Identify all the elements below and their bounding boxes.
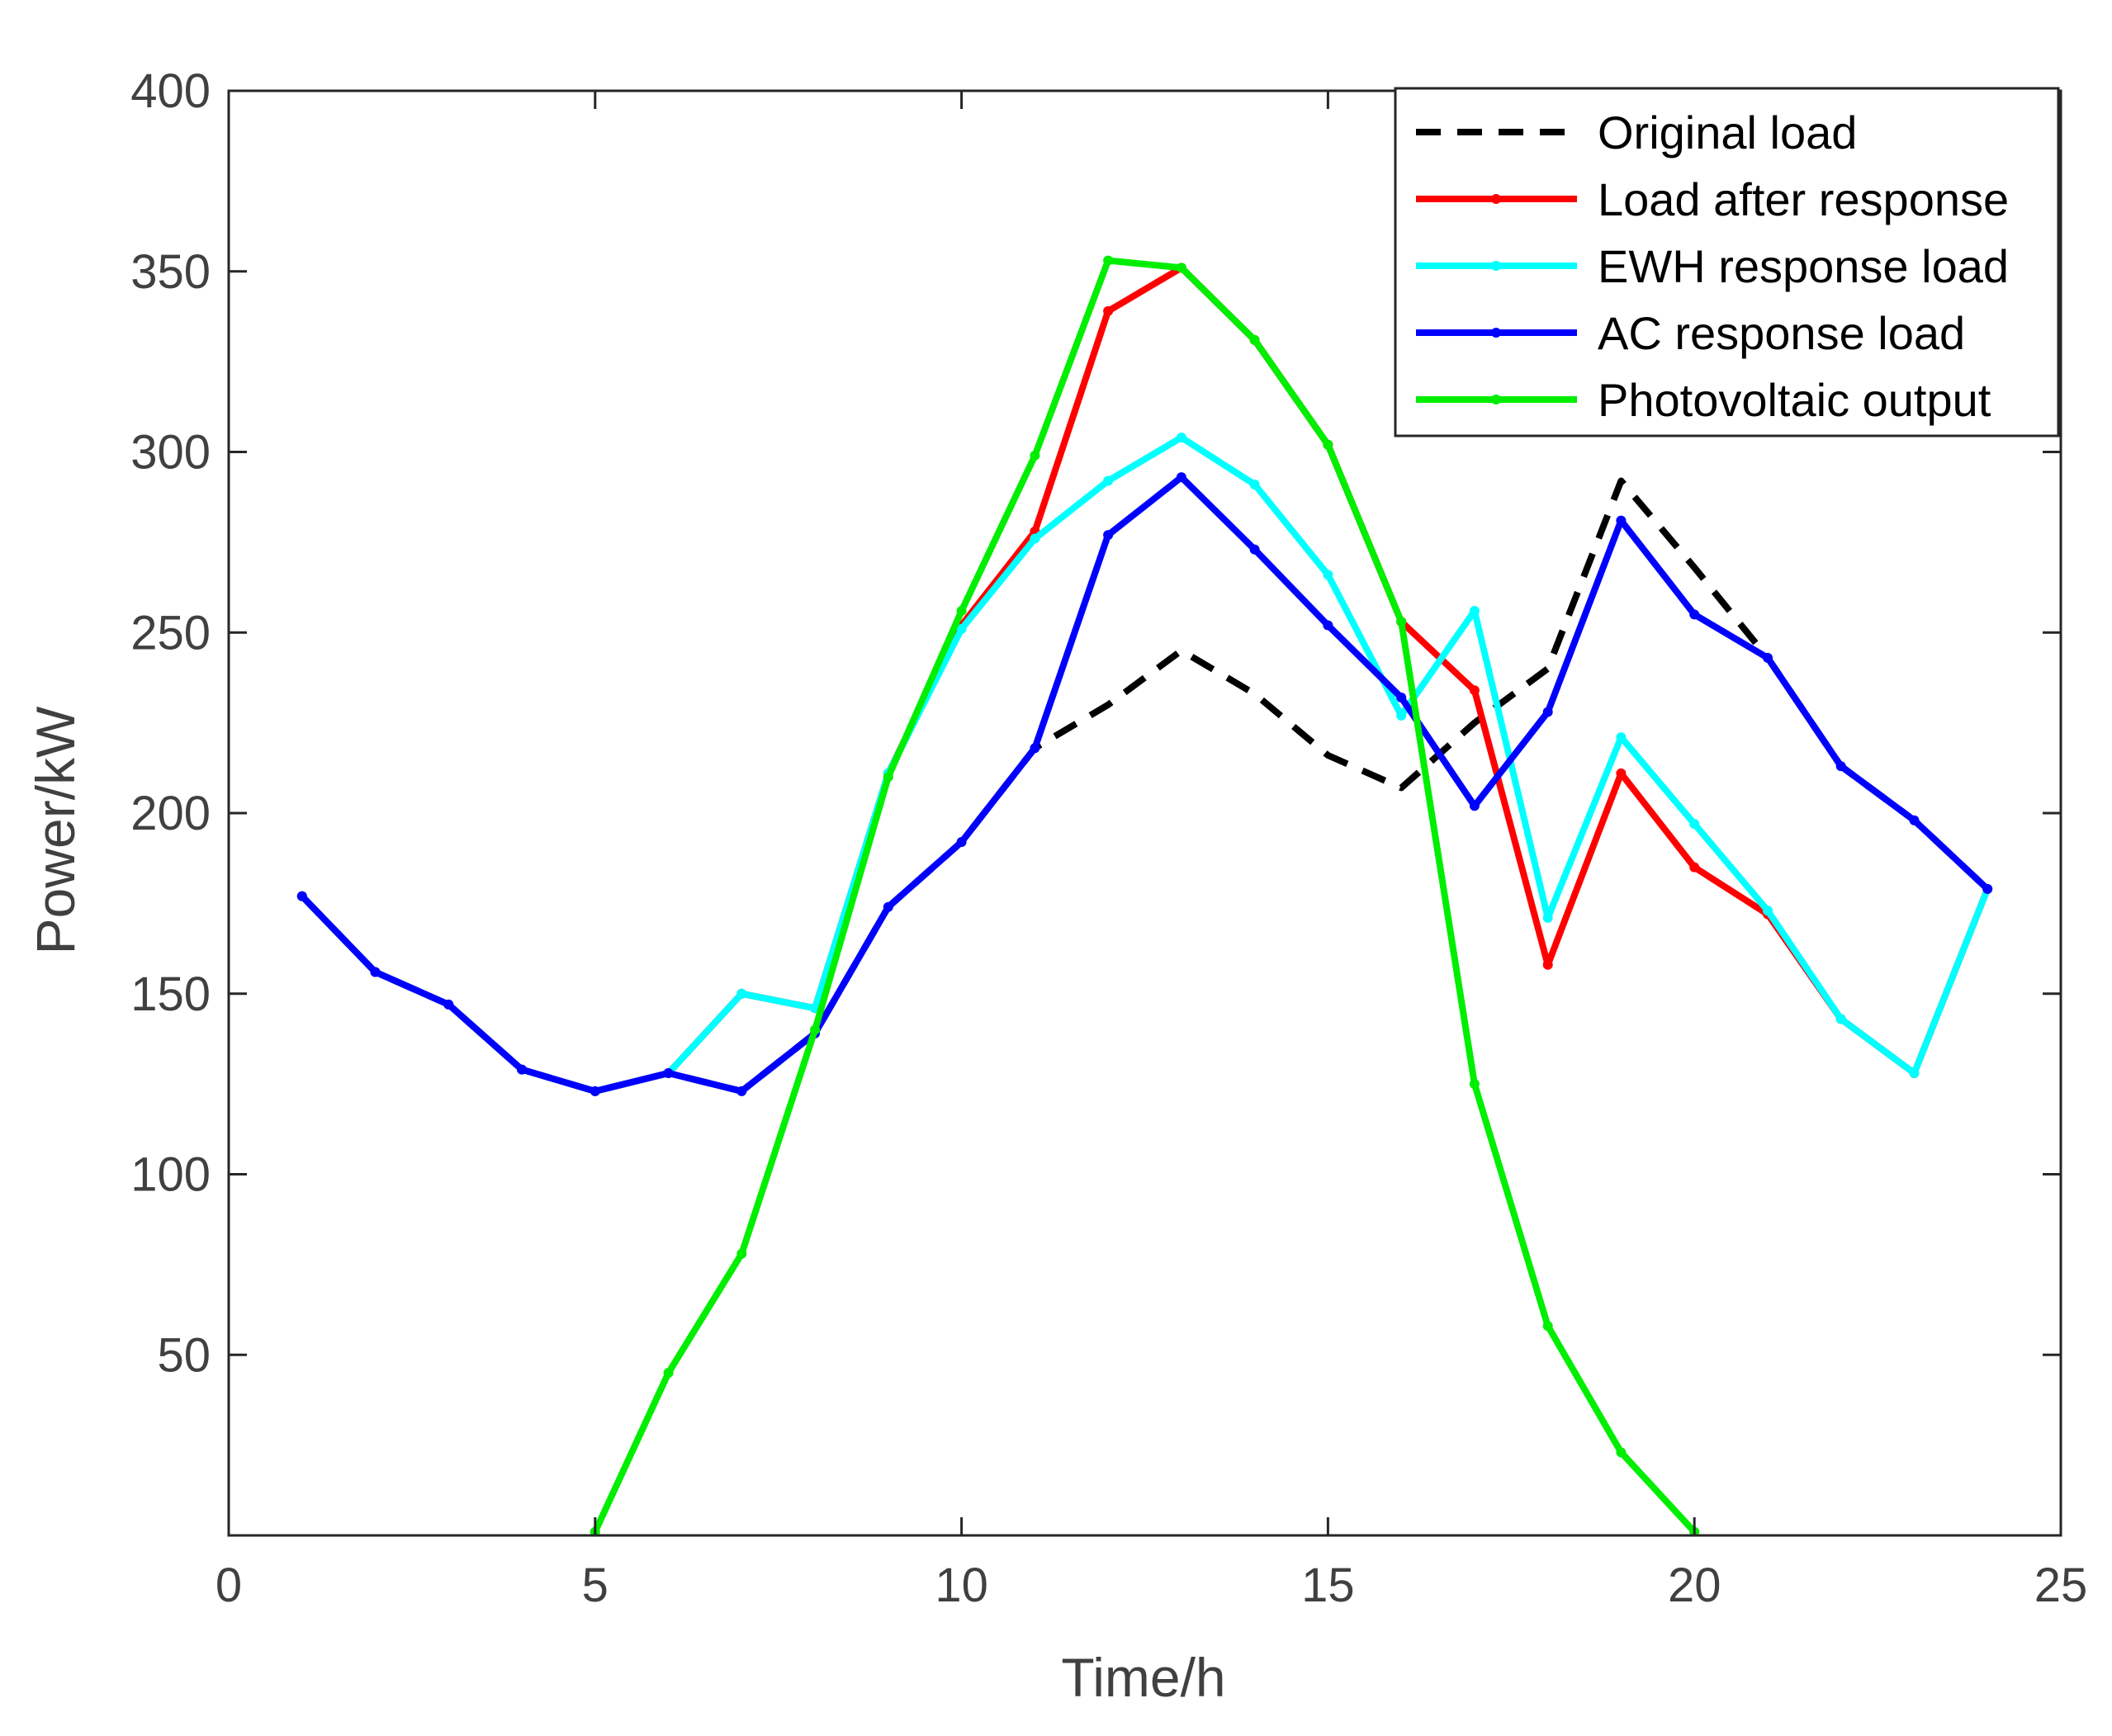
series-point-3-22	[1909, 815, 1920, 825]
series-point-4-13	[1542, 1321, 1553, 1332]
series-point-3-14	[1323, 620, 1333, 631]
series-point-3-11	[1103, 530, 1114, 541]
y-tick-label-7: 400	[130, 64, 211, 118]
axes-layer: 0 5 10 15 20 25 50 100 150 200 250 300 350 400	[130, 64, 2087, 1612]
x-tick-label-3: 15	[1301, 1559, 1355, 1612]
series-point-4-2	[736, 1248, 747, 1259]
series-point-3-19	[1689, 609, 1700, 620]
legend-label-3: AC response load	[1598, 307, 1965, 359]
series-point-3-15	[1396, 693, 1407, 702]
series-point-3-20	[1763, 652, 1773, 663]
series-point-4-7	[1103, 255, 1114, 266]
series-point-4-10	[1323, 439, 1333, 450]
legend-marker-3	[1491, 328, 1501, 338]
series-point-1-19	[1689, 862, 1700, 873]
series-layer	[296, 255, 1993, 1537]
y-tick-label-2: 150	[130, 967, 211, 1021]
series-point-4-5	[956, 606, 967, 616]
series-point-4-6	[1030, 450, 1040, 461]
y-tick-label-1: 100	[130, 1148, 211, 1202]
legend-label-0: Original load	[1598, 106, 1857, 158]
series-point-1-18	[1616, 768, 1627, 778]
legend-marker-1	[1491, 194, 1501, 204]
series-point-3-5	[663, 1068, 674, 1078]
legend-box	[1394, 87, 2060, 438]
series-point-2-15	[1396, 710, 1407, 721]
legend-label-1: Load after response	[1598, 173, 2009, 225]
series-point-3-12	[1176, 472, 1186, 483]
series-point-4-3	[810, 1024, 821, 1035]
series-3	[296, 472, 1993, 1096]
x-axis-title: Time/h	[1061, 1647, 1225, 1708]
series-point-3-4	[590, 1086, 600, 1096]
legend-label-2: EWH response load	[1598, 240, 2009, 292]
series-point-2-12	[1176, 433, 1186, 442]
series-point-4-1	[663, 1368, 674, 1379]
series-point-2-11	[1103, 475, 1114, 486]
x-tick-label-5: 25	[2034, 1559, 2088, 1612]
x-tick-label-0: 0	[215, 1559, 242, 1612]
x-tick-label-1: 5	[582, 1559, 609, 1612]
series-point-3-23	[1982, 883, 1993, 894]
legend-marker-4	[1491, 395, 1501, 404]
legend: Original load Load after response EWH resp…	[1394, 87, 2060, 438]
y-tick-label-0: 50	[157, 1328, 211, 1382]
y-axis-title: Power/kW	[25, 706, 86, 954]
series-point-3-13	[1249, 544, 1260, 555]
series-point-3-6	[736, 1086, 747, 1096]
series-point-2-6	[736, 988, 747, 999]
series-point-2-16	[1469, 606, 1480, 616]
series-point-4-14	[1616, 1447, 1627, 1458]
series-point-4-12	[1469, 1079, 1480, 1090]
y-tick-label-4: 250	[130, 606, 211, 660]
y-tick-label-6: 350	[130, 245, 211, 299]
series-point-4-8	[1176, 263, 1186, 273]
series-point-2-17	[1542, 912, 1553, 923]
series-point-4-11	[1396, 617, 1407, 627]
series-point-2-19	[1689, 819, 1700, 830]
series-point-1-17	[1542, 959, 1553, 970]
series-point-2-20	[1763, 906, 1773, 916]
series-point-3-8	[883, 901, 893, 912]
series-point-2-14	[1323, 570, 1333, 580]
series-point-3-0	[296, 891, 307, 901]
series-point-3-21	[1835, 761, 1846, 772]
series-point-3-2	[443, 999, 454, 1010]
series-point-1-16	[1469, 685, 1480, 696]
series-point-2-22	[1909, 1068, 1920, 1078]
series-point-2-10	[1030, 533, 1040, 544]
series-line-3	[298, 474, 1991, 1095]
series-point-4-9	[1249, 334, 1260, 345]
series-point-4-4	[883, 772, 893, 783]
series-line-4	[591, 257, 1698, 1535]
series-point-2-18	[1616, 732, 1627, 743]
series-point-2-21	[1835, 1014, 1846, 1024]
x-tick-label-4: 20	[1668, 1559, 1721, 1612]
series-point-2-9	[956, 623, 967, 634]
y-tick-label-3: 200	[130, 787, 211, 840]
series-point-3-9	[956, 837, 967, 847]
legend-marker-2	[1491, 261, 1501, 271]
x-tick-label-2: 10	[935, 1559, 988, 1612]
series-point-2-13	[1249, 479, 1260, 490]
series-4	[590, 255, 1700, 1537]
series-point-3-1	[370, 967, 381, 977]
series-point-3-10	[1030, 743, 1040, 754]
legend-label-4: Photovoltaic output	[1598, 374, 1991, 426]
series-point-3-16	[1469, 801, 1480, 811]
y-tick-label-5: 300	[130, 426, 211, 480]
series-point-3-18	[1616, 515, 1627, 526]
series-point-1-11	[1103, 305, 1114, 316]
series-point-3-17	[1542, 707, 1553, 717]
series-point-3-3	[517, 1064, 527, 1075]
